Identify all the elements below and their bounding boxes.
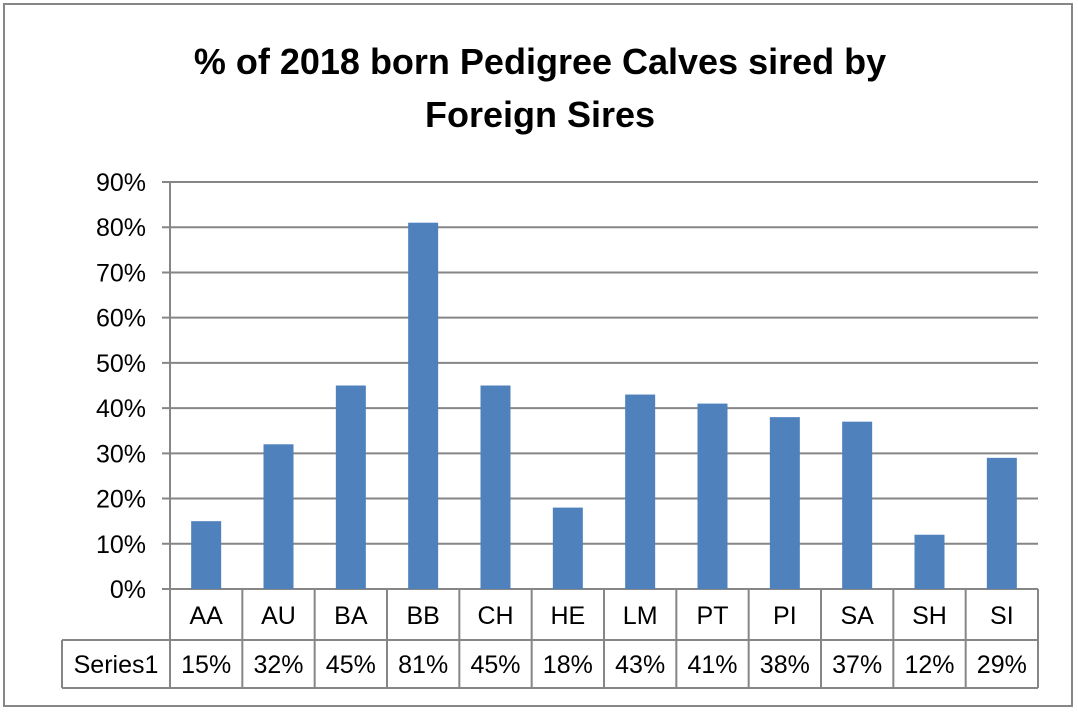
value-cell: 38% (760, 651, 810, 679)
series-name-cell: Series1 (74, 651, 159, 679)
category-label: BA (334, 602, 368, 630)
category-label: LM (623, 602, 658, 630)
category-label: BB (406, 602, 439, 630)
bar-ba (335, 385, 366, 589)
y-tick-label: 20% (96, 486, 146, 514)
category-label: AU (261, 602, 296, 630)
y-tick-label: 70% (96, 259, 146, 287)
data-table: Series1 AA 15% AU 32% BA 45% BB 81% CH 45% HE 18% LM 4… (61, 589, 1039, 689)
category-label: HE (550, 602, 585, 630)
bar-sh (914, 534, 945, 589)
value-cell: 43% (615, 651, 665, 679)
bar-lm (625, 394, 656, 589)
bar-bb (408, 222, 439, 589)
category-label: CH (477, 602, 513, 630)
value-cell: 45% (470, 651, 520, 679)
category-label: SI (990, 602, 1014, 630)
bar-he (552, 507, 583, 589)
bars (191, 222, 1017, 589)
value-cell: 37% (832, 651, 882, 679)
y-tick-label: 50% (96, 350, 146, 378)
y-tick-label: 0% (110, 576, 146, 604)
category-label: SH (912, 602, 947, 630)
value-cell: 81% (398, 651, 448, 679)
chart-title-line-1: % of 2018 born Pedigree Calves sired by (194, 41, 886, 82)
category-label: PT (697, 602, 729, 630)
y-tick-label: 30% (96, 440, 146, 468)
y-tick-label: 80% (96, 214, 146, 242)
y-tick-label: 10% (96, 531, 146, 559)
value-cell: 45% (326, 651, 376, 679)
y-tick-label: 60% (96, 305, 146, 333)
category-label: PI (773, 602, 797, 630)
value-cell: 32% (253, 651, 303, 679)
bar-ch (480, 385, 511, 589)
bar-aa (191, 521, 222, 589)
bar-sa (842, 421, 873, 589)
value-cell: 29% (977, 651, 1027, 679)
bar-si (986, 457, 1017, 589)
chart-title-line-2: Foreign Sires (425, 94, 655, 135)
value-cell: 15% (181, 651, 231, 679)
y-tick-label: 40% (96, 395, 146, 423)
gridlines (162, 181, 1038, 590)
category-label: SA (840, 602, 874, 630)
category-label: AA (189, 602, 223, 630)
value-cell: 12% (904, 651, 954, 679)
bar-au (263, 444, 294, 589)
value-cell: 18% (543, 651, 593, 679)
bar-pt (697, 403, 728, 589)
value-cell: 41% (687, 651, 737, 679)
bar-pi (769, 417, 800, 589)
y-tick-label: 90% (96, 169, 146, 197)
y-axis-ticks: 0% 10% 20% 30% 40% 50% 60% 70% 80% 90% (96, 169, 146, 604)
